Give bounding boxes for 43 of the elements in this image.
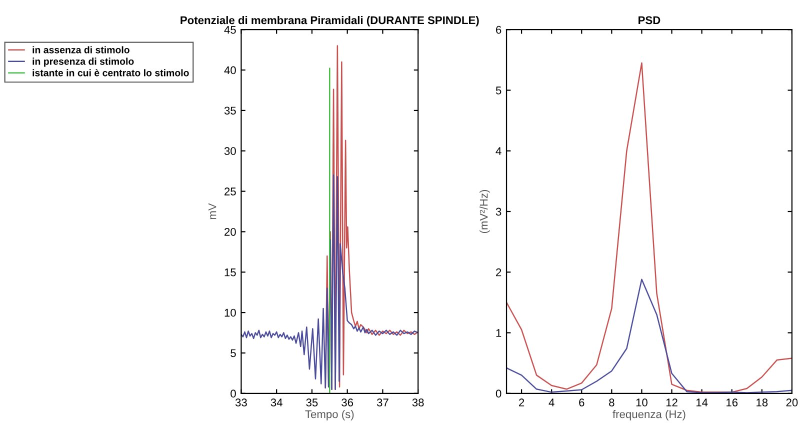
y-tick-label: 45 — [224, 26, 236, 34]
x-tick-label: 12 — [666, 398, 678, 406]
legend-label: in assenza di stimolo — [32, 46, 130, 54]
y-tick-label: 0 — [496, 390, 502, 398]
x-axis-title: Tempo (s) — [305, 410, 354, 420]
legend-label: in presenza di stimolo — [32, 58, 134, 67]
y-tick-label: 30 — [224, 147, 236, 156]
y-tick-label: 35 — [224, 106, 236, 115]
y-tick-label: 5 — [496, 86, 502, 94]
chart-title: Potenziale di membrana Piramidali (DURANTE SPINDLE) — [180, 16, 479, 26]
x-tick-label: 35 — [306, 398, 318, 406]
y-tick-label: 40 — [224, 66, 236, 74]
x-tick-label: 4 — [548, 398, 554, 406]
y-tick-label: 25 — [224, 188, 236, 196]
y-tick-label: 2 — [496, 268, 502, 276]
x-axis-title: frequenza (Hz) — [612, 410, 686, 420]
y-tick-label: 5 — [230, 349, 236, 358]
y-tick-label: 4 — [496, 147, 502, 155]
y-tick-label: 10 — [224, 308, 236, 317]
y-tick-label: 1 — [496, 329, 502, 337]
x-tick-label: 33 — [235, 398, 247, 406]
y-tick-label: 6 — [496, 26, 502, 34]
x-tick-label: 18 — [756, 398, 768, 406]
x-tick-label: 16 — [726, 398, 738, 406]
x-tick-label: 10 — [636, 398, 648, 406]
y-axis-title: mV — [208, 203, 216, 220]
line-series — [241, 174, 418, 390]
x-tick-label: 36 — [342, 398, 354, 406]
x-tick-label: 6 — [579, 398, 584, 406]
x-tick-label: 8 — [609, 398, 614, 406]
x-tick-label: 37 — [376, 398, 388, 406]
x-tick-label: 2 — [519, 398, 524, 406]
y-tick-label: 3 — [496, 208, 502, 216]
y-tick-label: 15 — [224, 268, 236, 276]
x-tick-label: 20 — [786, 398, 798, 406]
y-tick-label: 0 — [230, 390, 236, 398]
x-tick-label: 14 — [696, 398, 708, 406]
x-tick-label: 38 — [412, 398, 424, 406]
legend-label: istante in cui è centrato lo stimolo — [32, 69, 189, 76]
y-tick-label: 20 — [224, 228, 236, 236]
x-tick-label: 34 — [270, 398, 282, 406]
y-axis-title: (mV²/Hz) — [480, 190, 490, 234]
chart-title: PSD — [638, 16, 660, 24]
